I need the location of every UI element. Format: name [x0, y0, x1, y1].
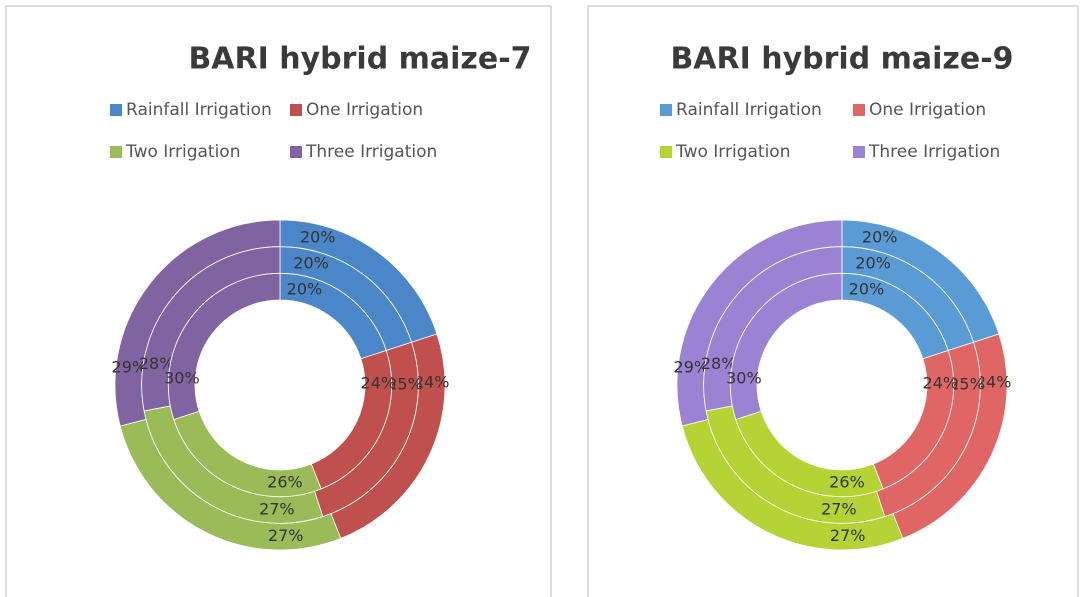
legend-label: Three Irrigation — [868, 142, 1000, 162]
data-label: 24% — [976, 373, 1012, 392]
data-label: 28% — [701, 354, 737, 373]
data-label: 27% — [830, 526, 866, 545]
legend-label: Three Irrigation — [305, 142, 437, 162]
legend-swatch — [660, 104, 672, 116]
data-label: 25% — [949, 375, 985, 394]
legend-swatch — [290, 146, 302, 158]
data-label: 27% — [259, 499, 295, 518]
doughnut-segment — [729, 272, 843, 421]
legend-swatch — [290, 104, 302, 116]
data-label: 29% — [674, 357, 710, 376]
panel — [587, 5, 1079, 597]
data-label: 27% — [268, 526, 304, 545]
data-label: 20% — [849, 279, 885, 298]
data-label: 20% — [287, 279, 323, 298]
data-label: 28% — [139, 354, 175, 373]
data-label: 24% — [361, 373, 397, 392]
data-label: 24% — [923, 373, 959, 392]
legend-label: Two Irrigation — [675, 142, 790, 162]
legend-swatch — [853, 104, 865, 116]
legend-label: Rainfall Irrigation — [676, 100, 822, 120]
data-label: 26% — [829, 473, 865, 492]
data-label: 24% — [414, 373, 450, 392]
chart-title: BARI hybrid maize-7 — [188, 42, 531, 77]
data-label: 30% — [726, 368, 762, 387]
legend-label: Rainfall Irrigation — [126, 100, 272, 120]
legend-swatch — [660, 146, 672, 158]
panel — [5, 5, 552, 597]
data-label: 30% — [164, 368, 200, 387]
chart-title: BARI hybrid maize-9 — [670, 42, 1013, 77]
data-label: 25% — [387, 375, 423, 394]
data-label: 20% — [862, 228, 898, 247]
legend-label: One Irrigation — [869, 100, 986, 120]
data-label: 27% — [821, 499, 857, 518]
legend-swatch — [110, 104, 122, 116]
data-label: 20% — [855, 253, 891, 272]
legend-swatch — [110, 146, 122, 158]
data-label: 20% — [293, 253, 329, 272]
legend-label: One Irrigation — [306, 100, 423, 120]
data-label: 26% — [267, 473, 303, 492]
data-label: 29% — [112, 357, 148, 376]
doughnut-segment — [167, 272, 281, 421]
legend-label: Two Irrigation — [125, 142, 240, 162]
legend-swatch — [853, 146, 865, 158]
data-label: 20% — [300, 228, 336, 247]
